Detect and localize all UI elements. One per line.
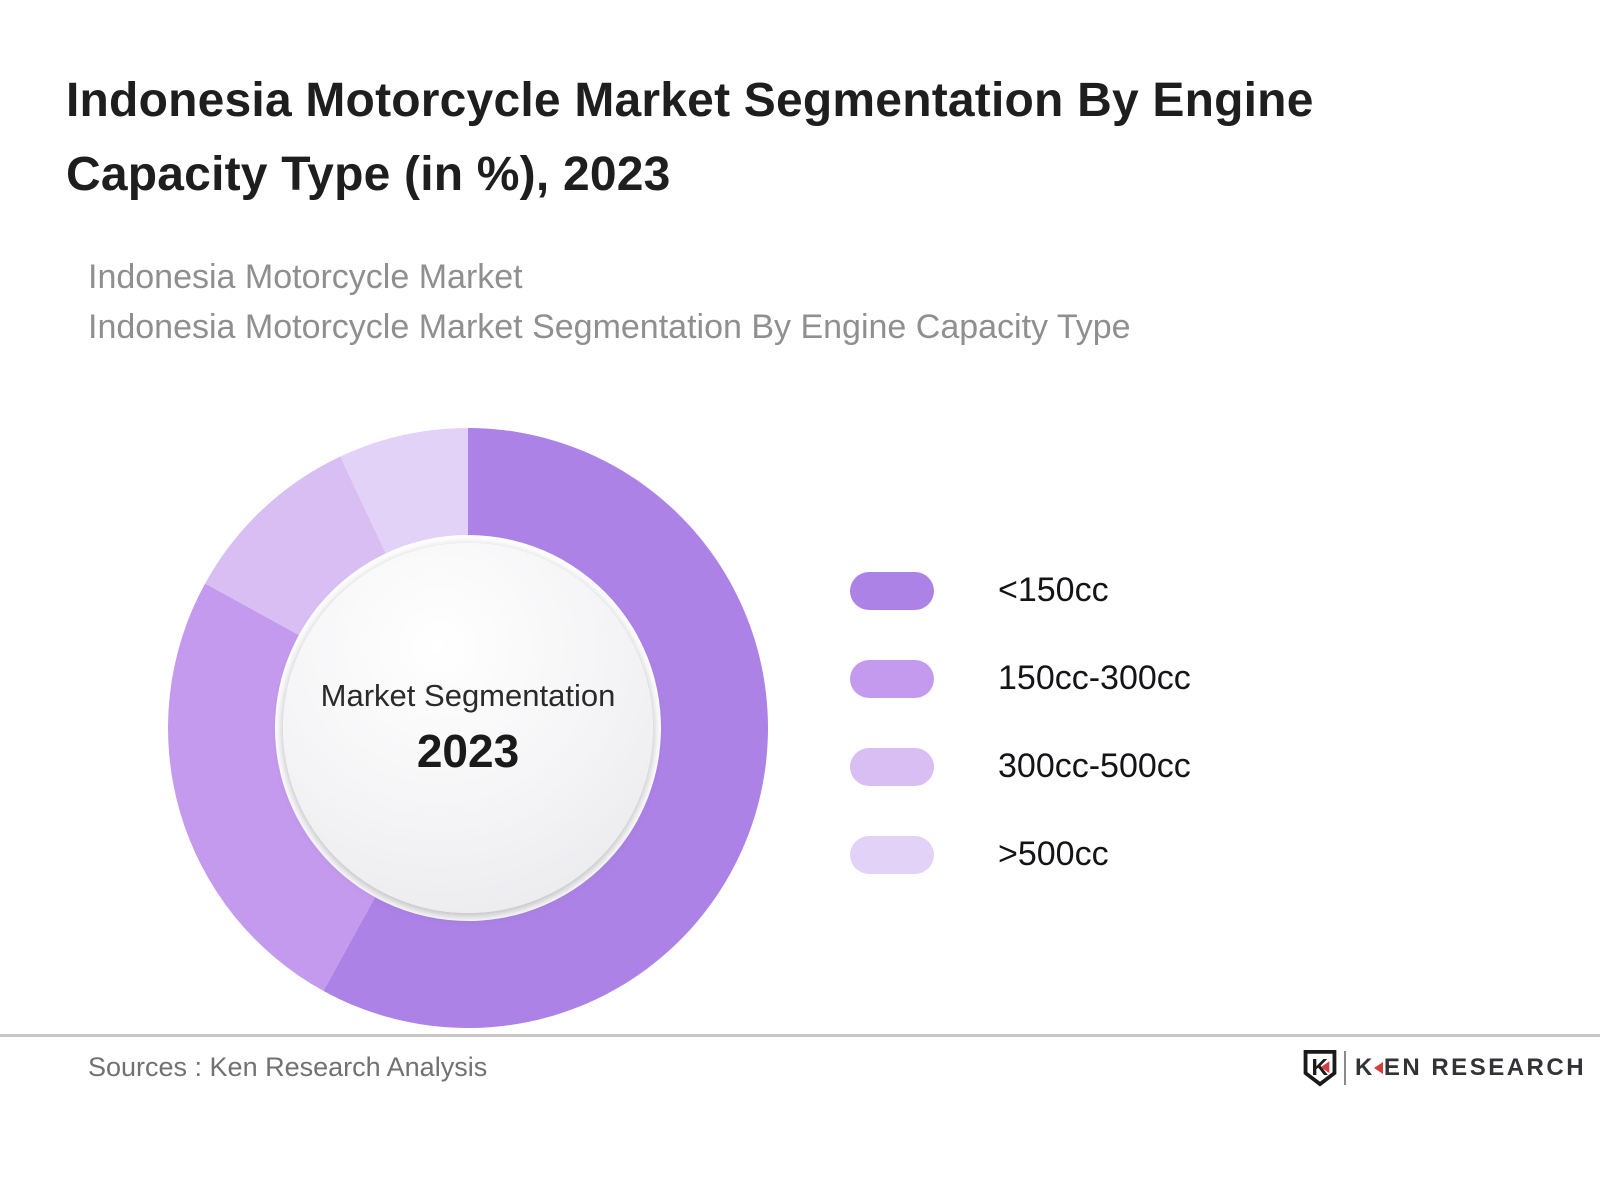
- subtitle-line-1: Indonesia Motorcycle Market: [88, 258, 523, 296]
- legend-item-150cc-300cc: 150cc-300cc: [850, 659, 1191, 698]
- red-arrow-icon: [1373, 1062, 1383, 1074]
- donut-center-year: 2023: [416, 725, 520, 777]
- donut-segment-2: [205, 456, 386, 636]
- legend-swatch: [850, 835, 934, 874]
- legend-swatch: [850, 571, 934, 610]
- legend-label: >500cc: [998, 835, 1109, 873]
- legend-label: 150cc-300cc: [998, 659, 1191, 697]
- donut-chart: Market Segmentation 2023: [168, 428, 768, 1028]
- legend-label: 300cc-500cc: [998, 747, 1191, 785]
- legend-label: <150cc: [998, 571, 1109, 609]
- sources-text: Sources : Ken Research Analysis: [88, 1052, 488, 1082]
- legend-swatch: [850, 659, 934, 698]
- ken-research-shield-icon: K: [1303, 1049, 1337, 1087]
- wordmark-first-letter: K: [1355, 1054, 1375, 1081]
- logo-divider: [1344, 1051, 1346, 1085]
- footer-divider: [0, 1034, 1600, 1037]
- donut-chart-svg: [168, 428, 768, 1028]
- legend-item-over-500cc: >500cc: [850, 835, 1191, 874]
- wordmark-rest: EN RESEARCH: [1383, 1054, 1587, 1081]
- donut-segment-0: [323, 428, 768, 1028]
- donut-segment-3: [340, 428, 468, 554]
- page-title: Indonesia Motorcycle Market Segmentation…: [66, 74, 1314, 201]
- donut-center-circle: Market Segmentation 2023: [283, 543, 653, 913]
- ken-research-wordmark: K EN RESEARCH: [1355, 1054, 1586, 1082]
- subtitle-line-2: Indonesia Motorcycle Market Segmentation…: [88, 308, 1131, 346]
- donut-center-label: Market Segmentation: [320, 678, 616, 713]
- shield-letter: K: [1312, 1054, 1329, 1080]
- chart-legend: <150cc 150cc-300cc 300cc-500cc >500cc: [850, 571, 1191, 874]
- ken-research-logo: K K EN RESEARCH: [1303, 1048, 1586, 1088]
- shield-red-arrow-icon: [1320, 1061, 1330, 1074]
- donut-segment-1: [168, 583, 376, 991]
- chart-subtitle: Indonesia Motorcycle Market Indonesia Mo…: [88, 252, 1488, 352]
- legend-swatch: [850, 747, 934, 786]
- legend-item-300cc-500cc: 300cc-500cc: [850, 747, 1191, 786]
- legend-item-under-150cc: <150cc: [850, 571, 1191, 610]
